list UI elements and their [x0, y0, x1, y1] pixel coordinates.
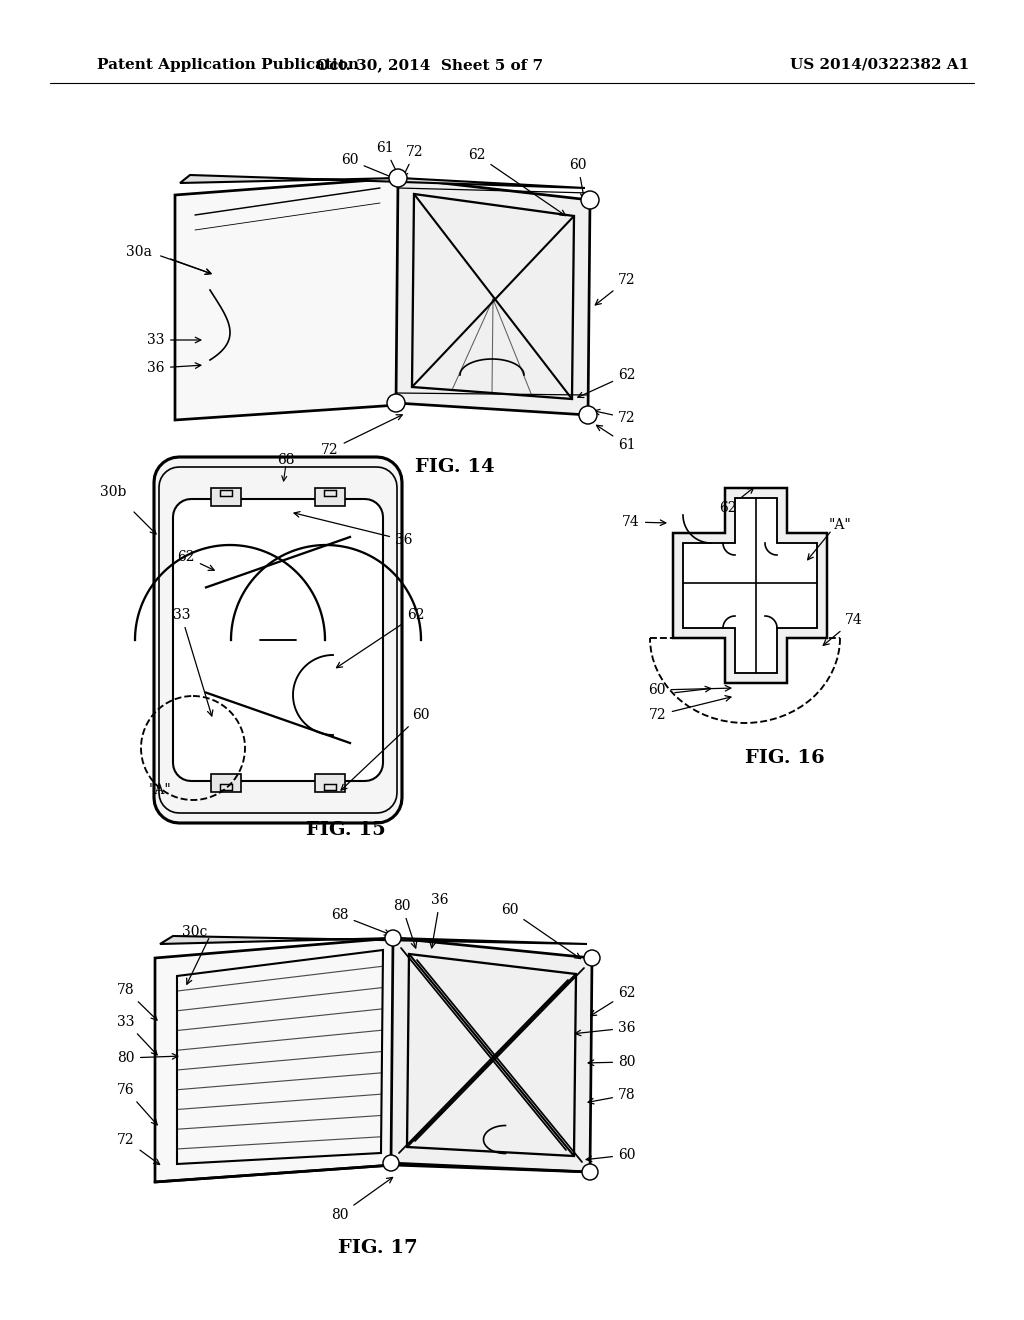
Text: 60: 60: [648, 682, 731, 697]
Circle shape: [584, 950, 600, 966]
Text: Patent Application Publication: Patent Application Publication: [97, 58, 359, 73]
Text: 33: 33: [118, 1015, 157, 1055]
Text: FIG. 16: FIG. 16: [745, 748, 825, 767]
Text: 61: 61: [376, 141, 399, 177]
Text: 62: 62: [719, 487, 754, 515]
Text: 76: 76: [118, 1082, 158, 1125]
Polygon shape: [154, 457, 402, 822]
Circle shape: [385, 931, 401, 946]
Text: 60: 60: [586, 1148, 636, 1162]
Text: 60: 60: [569, 158, 587, 199]
Polygon shape: [211, 488, 241, 506]
Text: 60: 60: [502, 903, 581, 958]
Circle shape: [389, 169, 407, 187]
Circle shape: [579, 407, 597, 424]
Text: 62: 62: [468, 148, 565, 215]
Text: 30c: 30c: [181, 925, 207, 939]
Text: 36: 36: [147, 360, 201, 375]
Polygon shape: [683, 498, 817, 673]
Polygon shape: [211, 774, 241, 792]
Text: 80: 80: [588, 1055, 636, 1069]
Polygon shape: [155, 939, 395, 1181]
Text: FIG. 15: FIG. 15: [306, 821, 386, 840]
Polygon shape: [673, 488, 827, 682]
Text: 72: 72: [594, 409, 636, 425]
Text: 30b: 30b: [99, 484, 126, 499]
Text: 68: 68: [278, 453, 295, 467]
Polygon shape: [315, 488, 345, 506]
Text: FIG. 14: FIG. 14: [415, 458, 495, 477]
Polygon shape: [160, 936, 587, 944]
Text: 36: 36: [294, 512, 413, 546]
Text: 72: 72: [118, 1133, 160, 1164]
Text: 30a: 30a: [126, 246, 152, 259]
Text: 62: 62: [177, 550, 214, 570]
Polygon shape: [315, 774, 345, 792]
Text: 74: 74: [623, 515, 666, 529]
Text: 72: 72: [649, 696, 731, 722]
Text: 80: 80: [331, 1177, 392, 1222]
Text: 60: 60: [341, 153, 397, 180]
Text: 61: 61: [597, 425, 636, 451]
Text: 62: 62: [337, 609, 425, 668]
Text: 74: 74: [823, 612, 863, 645]
Text: 80: 80: [118, 1051, 178, 1065]
Text: 36: 36: [430, 894, 449, 948]
Polygon shape: [391, 939, 592, 1172]
Text: 33: 33: [172, 609, 213, 715]
Text: "A": "A": [148, 783, 171, 797]
Circle shape: [581, 191, 599, 209]
Polygon shape: [173, 499, 383, 781]
Text: FIG. 17: FIG. 17: [338, 1239, 418, 1257]
Text: 72: 72: [322, 414, 402, 457]
Text: US 2014/0322382 A1: US 2014/0322382 A1: [790, 58, 970, 73]
Text: 36: 36: [575, 1020, 636, 1036]
Text: 60: 60: [341, 708, 429, 791]
Text: 78: 78: [118, 983, 157, 1020]
Circle shape: [582, 1164, 598, 1180]
Text: 72: 72: [595, 273, 636, 305]
Text: 62: 62: [578, 368, 636, 397]
Circle shape: [383, 1155, 399, 1171]
Text: 72: 72: [402, 145, 424, 177]
Text: 62: 62: [591, 986, 636, 1016]
Polygon shape: [396, 178, 590, 414]
Polygon shape: [180, 176, 585, 187]
Text: 80: 80: [393, 899, 417, 948]
Text: 78: 78: [588, 1088, 636, 1104]
Circle shape: [387, 393, 406, 412]
Text: Oct. 30, 2014  Sheet 5 of 7: Oct. 30, 2014 Sheet 5 of 7: [316, 58, 544, 73]
Text: "A": "A": [828, 517, 851, 532]
Text: 68: 68: [331, 908, 390, 935]
Polygon shape: [175, 178, 400, 420]
Text: 33: 33: [147, 333, 201, 347]
